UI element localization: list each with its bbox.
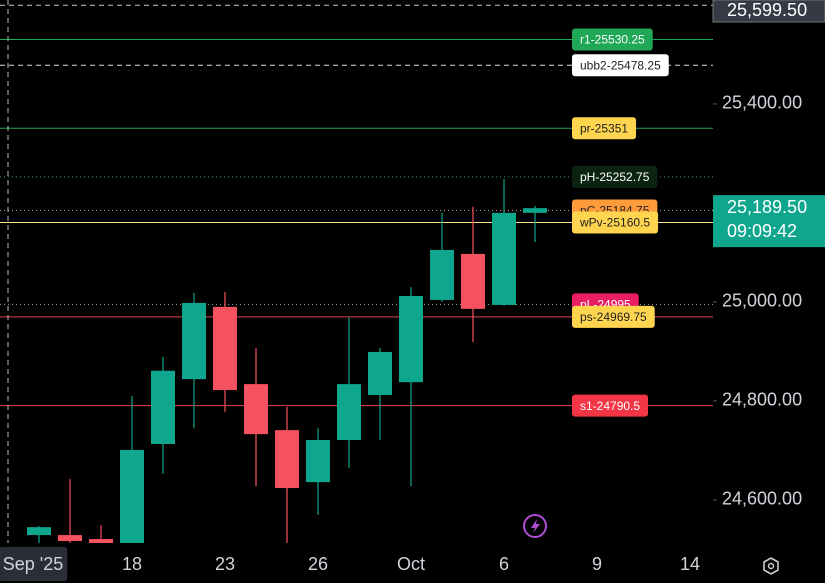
level-label-bg bbox=[572, 211, 659, 234]
candle-body bbox=[306, 440, 330, 483]
last-price-label: 25,189.50 bbox=[727, 197, 807, 217]
level-label: r1-25530.25 bbox=[580, 33, 645, 47]
crosshair-label-bg bbox=[712, 0, 825, 23]
candle-body bbox=[399, 296, 423, 383]
level-label-bg bbox=[572, 394, 649, 417]
candle-body bbox=[275, 430, 299, 489]
x-tick-label: 23 bbox=[215, 554, 235, 574]
last-price-bg bbox=[713, 195, 825, 248]
x-tick-label: Oct bbox=[397, 554, 425, 574]
level-label: wPv-25160.5 bbox=[579, 216, 650, 230]
settings-icon[interactable] bbox=[763, 557, 779, 575]
y-tick-label: 24,800.00 bbox=[722, 390, 802, 410]
level-labels: r1-25530.25 ubb2-25478.25 pr-25351 pH-25252… bbox=[572, 28, 669, 417]
level-label: pH-25252.75 bbox=[580, 170, 650, 184]
candle-body bbox=[182, 302, 206, 380]
level-label-bg bbox=[572, 305, 655, 328]
x-tick-label: Sep '25 bbox=[3, 554, 64, 574]
candles bbox=[27, 179, 547, 543]
candle-body bbox=[523, 208, 547, 213]
level-label: ps-24969.75 bbox=[580, 310, 647, 324]
axis-bg bbox=[713, 0, 825, 583]
crosshair-label: 25,599.50 bbox=[727, 0, 807, 20]
x-tick-label: 14 bbox=[680, 554, 700, 574]
candle-body bbox=[337, 384, 361, 441]
candle-body bbox=[89, 539, 113, 543]
time-axis-bg bbox=[0, 543, 713, 583]
level-label: pr-25351 bbox=[580, 121, 628, 135]
candle-body bbox=[120, 449, 144, 543]
candle-body bbox=[27, 527, 51, 536]
y-tick-label: 24,600.00 bbox=[722, 489, 802, 509]
level-label-bg bbox=[572, 54, 669, 77]
candle-body bbox=[368, 351, 392, 395]
x-tick-label: 6 bbox=[499, 554, 509, 574]
candle-body bbox=[461, 253, 485, 309]
level-label-bg bbox=[572, 165, 658, 188]
level-label-bg bbox=[572, 117, 637, 140]
candle-body bbox=[492, 212, 516, 305]
y-tick-label: 25,400.00 bbox=[722, 93, 802, 113]
y-tick-label: 25,000.00 bbox=[722, 291, 802, 311]
x-tick-label: 9 bbox=[592, 554, 602, 574]
x-tick-label: 26 bbox=[308, 554, 328, 574]
candle-body bbox=[151, 370, 175, 445]
candle-body bbox=[58, 535, 82, 542]
x-label-bg bbox=[0, 547, 68, 581]
candle-body bbox=[430, 249, 454, 300]
candle-body bbox=[213, 306, 237, 391]
countdown-label: 09:09:42 bbox=[727, 221, 797, 241]
level-label: ubb2-25478.25 bbox=[580, 58, 661, 72]
level-label: s1-24790.5 bbox=[580, 399, 640, 413]
level-label-bg bbox=[572, 28, 653, 51]
x-tick-label: 18 bbox=[122, 554, 142, 574]
lightning-icon[interactable] bbox=[523, 514, 547, 538]
candle-body bbox=[244, 384, 268, 435]
